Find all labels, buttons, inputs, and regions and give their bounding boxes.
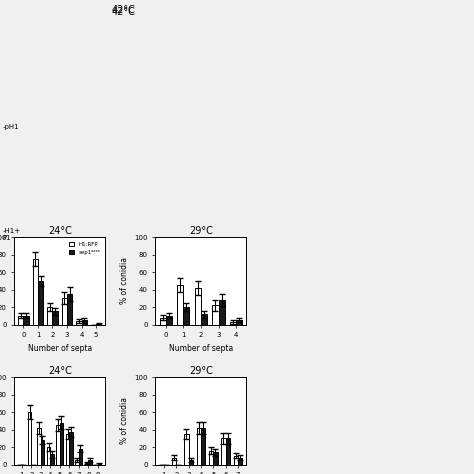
Bar xyxy=(219,300,225,325)
Bar xyxy=(82,320,87,325)
Bar xyxy=(177,285,183,325)
Bar xyxy=(236,320,242,325)
Bar xyxy=(50,454,54,465)
Title: 29°C: 29°C xyxy=(189,226,213,236)
X-axis label: Number of septa: Number of septa xyxy=(169,344,233,353)
Y-axis label: % of conidia: % of conidia xyxy=(120,257,129,304)
Bar xyxy=(60,422,63,465)
Bar xyxy=(160,318,166,325)
Bar xyxy=(212,305,219,325)
Bar xyxy=(88,460,91,465)
Bar xyxy=(41,440,44,465)
Bar xyxy=(66,434,69,465)
Bar xyxy=(213,452,218,465)
Text: -pH1: -pH1 xyxy=(2,124,19,130)
Bar xyxy=(47,307,53,325)
Bar xyxy=(23,316,28,325)
Bar xyxy=(197,428,201,465)
Title: 24°C: 24°C xyxy=(48,226,72,236)
Bar xyxy=(184,434,189,465)
X-axis label: Number of septa: Number of septa xyxy=(27,344,92,353)
Legend: H1:RFP, sep1ᵃᵃᵃᵃ: H1:RFP, sep1ᵃᵃᵃᵃ xyxy=(66,240,102,257)
Bar xyxy=(189,460,193,465)
Bar xyxy=(69,432,73,465)
Bar xyxy=(98,464,101,465)
Bar xyxy=(37,428,41,465)
Bar xyxy=(183,307,190,325)
Bar xyxy=(75,460,79,465)
Text: -H1+
P1: -H1+ P1 xyxy=(2,228,20,241)
Bar xyxy=(226,438,230,465)
Bar xyxy=(76,321,82,325)
Text: 42°C: 42°C xyxy=(111,5,135,15)
Bar xyxy=(47,447,50,465)
Bar xyxy=(201,314,207,325)
Bar xyxy=(201,428,205,465)
Bar xyxy=(62,298,67,325)
Bar xyxy=(166,316,172,325)
Bar xyxy=(85,463,88,465)
Title: 29°C: 29°C xyxy=(189,366,213,376)
Bar xyxy=(234,456,238,465)
Bar xyxy=(67,294,72,325)
Bar xyxy=(33,259,38,325)
Bar xyxy=(18,316,23,325)
Bar xyxy=(96,324,101,325)
Y-axis label: % of conidia: % of conidia xyxy=(120,397,129,444)
Bar xyxy=(209,450,213,465)
Title: 24°C: 24°C xyxy=(48,366,72,376)
Bar xyxy=(28,412,31,465)
Bar xyxy=(56,425,60,465)
Bar xyxy=(221,438,226,465)
Bar xyxy=(38,281,43,325)
Bar xyxy=(230,322,236,325)
Bar xyxy=(195,288,201,325)
Bar xyxy=(79,449,82,465)
Bar xyxy=(53,311,57,325)
Bar xyxy=(172,457,176,465)
Text: 42°C: 42°C xyxy=(111,7,135,17)
Bar xyxy=(238,457,242,465)
